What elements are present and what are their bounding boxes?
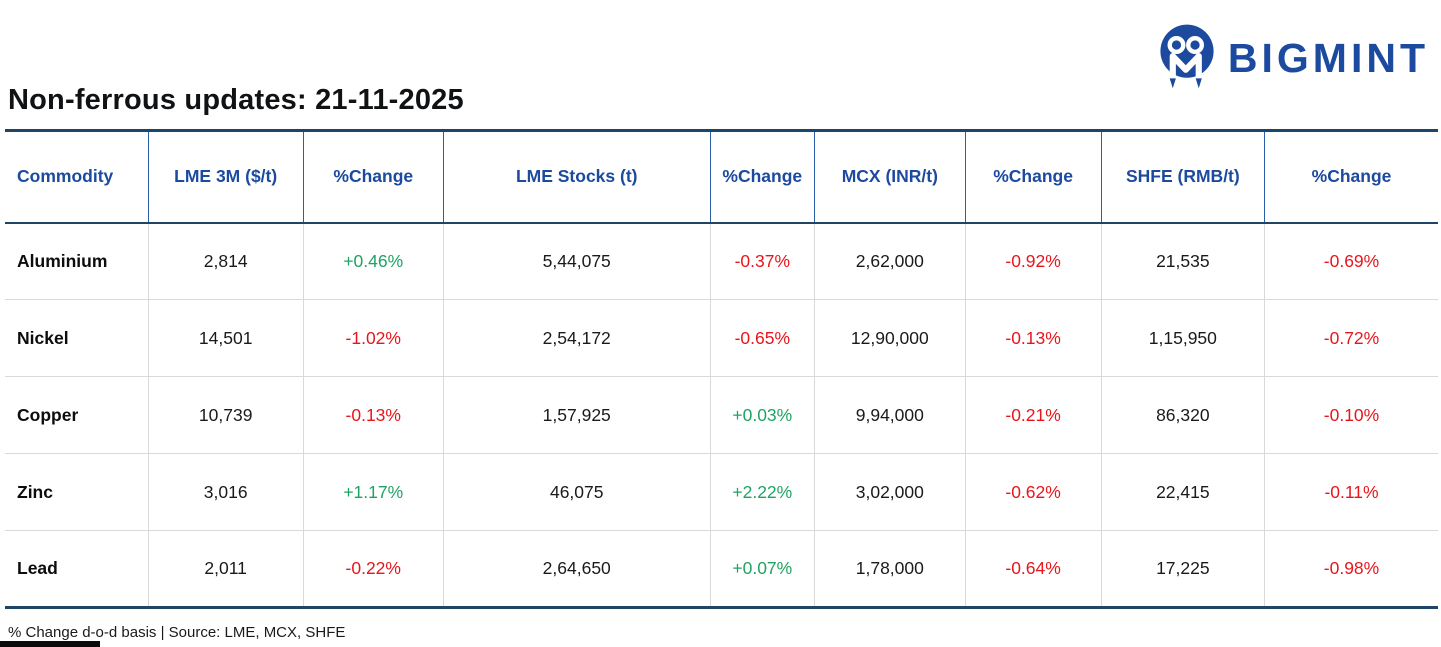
- percent-change-cell: -0.10%: [1264, 376, 1438, 454]
- commodity-name: Aluminium: [5, 222, 149, 300]
- column-header-change: %Change: [1264, 130, 1438, 224]
- column-header-change: %Change: [964, 130, 1102, 224]
- value-cell: 22,415: [1100, 453, 1265, 531]
- value-cell: 2,011: [147, 530, 304, 608]
- table-row-zinc: Zinc 3,016 +1.17% 46,075 +2.22% 3,02,000 -0.62…: [5, 453, 1438, 531]
- column-header-commodity: Commodity: [5, 130, 149, 224]
- percent-change-cell: -1.02%: [302, 299, 444, 377]
- value-cell: 17,225: [1100, 530, 1265, 608]
- column-header-lme-3m-t: LME 3M ($/t): [147, 130, 304, 224]
- percent-change-cell: -0.64%: [964, 530, 1102, 608]
- table-row-copper: Copper 10,739 -0.13% 1,57,925 +0.03% 9,94,000…: [5, 376, 1438, 454]
- percent-change-cell: -0.37%: [709, 222, 815, 300]
- page-title: Non-ferrous updates: 21-11-2025: [8, 84, 464, 116]
- commodity-price-table: Commodity LME 3M ($/t) %Change LME Stocks (…: [5, 129, 1438, 609]
- commodity-name: Copper: [5, 376, 149, 454]
- value-cell: 2,64,650: [442, 530, 710, 608]
- table-header-row: Commodity LME 3M ($/t) %Change LME Stocks (…: [5, 130, 1438, 224]
- table-body: Aluminium 2,814 +0.46% 5,44,075 -0.37% 2,62,0…: [5, 222, 1438, 608]
- percent-change-cell: +1.17%: [302, 453, 444, 531]
- column-header-lme-stocks-t: LME Stocks (t): [442, 130, 710, 224]
- percent-change-cell: -0.21%: [964, 376, 1102, 454]
- value-cell: 86,320: [1100, 376, 1265, 454]
- commodity-name: Lead: [5, 530, 149, 608]
- percent-change-cell: -0.98%: [1264, 530, 1438, 608]
- value-cell: 10,739: [147, 376, 304, 454]
- bottom-edge-black-bar: [0, 641, 100, 647]
- percent-change-cell: +0.07%: [709, 530, 815, 608]
- value-cell: 2,54,172: [442, 299, 710, 377]
- value-cell: 12,90,000: [814, 299, 966, 377]
- value-cell: 14,501: [147, 299, 304, 377]
- column-header-mcx-inr-t: MCX (INR/t): [814, 130, 966, 224]
- value-cell: 3,02,000: [814, 453, 966, 531]
- commodity-name: Nickel: [5, 299, 149, 377]
- percent-change-cell: +2.22%: [709, 453, 815, 531]
- percent-change-cell: -0.13%: [302, 376, 444, 454]
- brand-name: BIGMINT: [1227, 34, 1429, 81]
- value-cell: 3,016: [147, 453, 304, 531]
- percent-change-cell: -0.62%: [964, 453, 1102, 531]
- percent-change-cell: -0.65%: [709, 299, 815, 377]
- value-cell: 1,57,925: [442, 376, 710, 454]
- column-header-shfe-rmb-t: SHFE (RMB/t): [1100, 130, 1265, 224]
- table-row-nickel: Nickel 14,501 -1.02% 2,54,172 -0.65% 12,90,00…: [5, 299, 1438, 377]
- footnote: % Change d-o-d basis | Source: LME, MCX,…: [8, 624, 346, 641]
- percent-change-cell: -0.92%: [964, 222, 1102, 300]
- column-header-change: %Change: [709, 130, 815, 224]
- table-row-lead: Lead 2,011 -0.22% 2,64,650 +0.07% 1,78,000 -0.…: [5, 530, 1438, 608]
- brand-logo: BIGMINT: [1156, 24, 1429, 90]
- percent-change-cell: -0.22%: [302, 530, 444, 608]
- percent-change-cell: -0.69%: [1264, 222, 1438, 300]
- value-cell: 5,44,075: [442, 222, 710, 300]
- value-cell: 21,535: [1100, 222, 1265, 300]
- percent-change-cell: -0.13%: [964, 299, 1102, 377]
- value-cell: 1,15,950: [1100, 299, 1265, 377]
- table-header: Commodity LME 3M ($/t) %Change LME Stocks (…: [5, 130, 1438, 224]
- value-cell: 46,075: [442, 453, 710, 531]
- value-cell: 2,62,000: [814, 222, 966, 300]
- commodity-name: Zinc: [5, 453, 149, 531]
- table-row-aluminium: Aluminium 2,814 +0.46% 5,44,075 -0.37% 2,62,0…: [5, 222, 1438, 300]
- percent-change-cell: +0.46%: [302, 222, 444, 300]
- commodity-table-container: Commodity LME 3M ($/t) %Change LME Stocks (…: [5, 129, 1438, 609]
- value-cell: 1,78,000: [814, 530, 966, 608]
- value-cell: 2,814: [147, 222, 304, 300]
- percent-change-cell: -0.72%: [1264, 299, 1438, 377]
- column-header-change: %Change: [302, 130, 444, 224]
- percent-change-cell: -0.11%: [1264, 453, 1438, 531]
- bigmint-logo-icon: [1160, 24, 1214, 89]
- value-cell: 9,94,000: [814, 376, 966, 454]
- percent-change-cell: +0.03%: [709, 376, 815, 454]
